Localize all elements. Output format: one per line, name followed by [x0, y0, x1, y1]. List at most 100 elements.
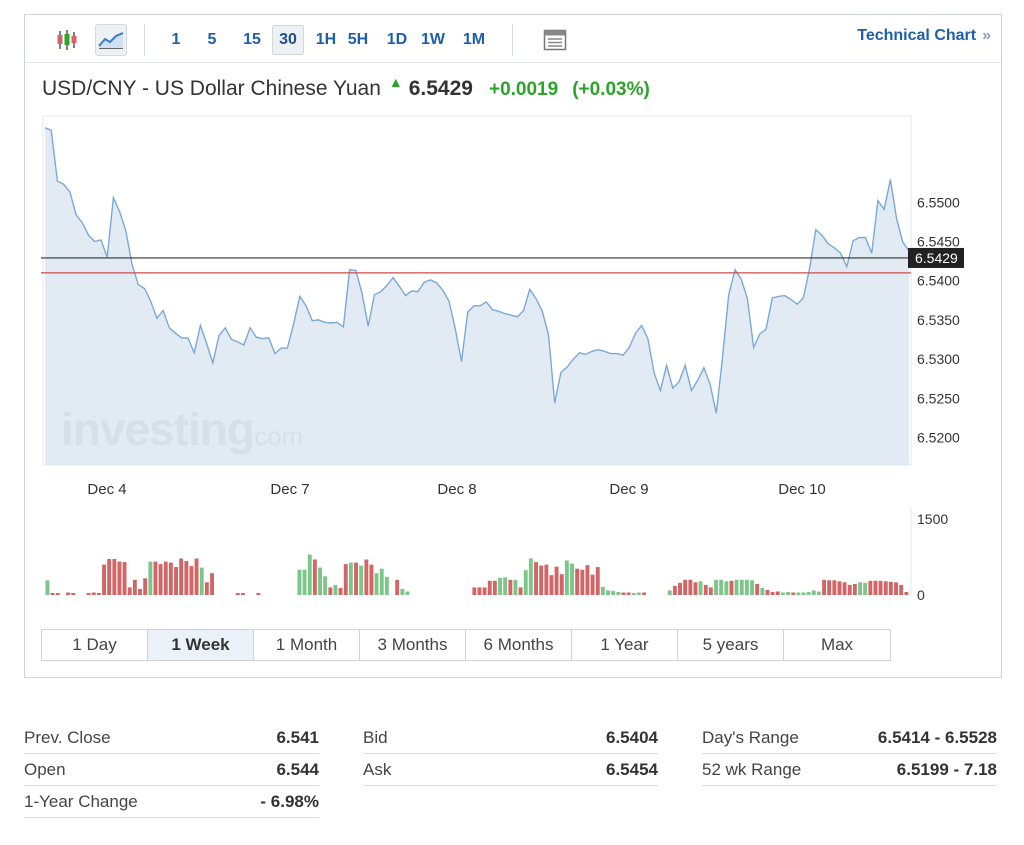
volume-bar	[189, 566, 194, 595]
volume-bar	[827, 580, 832, 595]
interval-1[interactable]: 1	[171, 31, 181, 48]
volume-bar	[600, 586, 605, 595]
volume-bar	[636, 592, 641, 595]
volume-bar	[590, 574, 595, 595]
volume-bar	[482, 587, 487, 595]
volume-bar	[50, 593, 55, 595]
volume-bar	[122, 562, 127, 595]
interval-30[interactable]: 30	[272, 25, 304, 55]
volume-bar	[132, 579, 137, 595]
volume-bar	[734, 579, 739, 595]
price-chart[interactable]: investing.com6.55006.54506.54006.53506.5…	[25, 15, 1001, 615]
chart-panel: 1 5 15 30 1H 5H 1D 1W 1M Technical Chart» USD/CN…	[24, 14, 1002, 678]
volume-bar	[811, 590, 816, 595]
up-arrow-icon: ▲	[388, 74, 403, 90]
period-tab-1-week[interactable]: 1 Week	[148, 630, 254, 660]
volume-bar	[359, 565, 364, 595]
volume-bar	[312, 559, 317, 595]
volume-bar	[71, 593, 76, 595]
volume-tick-label: 1500	[917, 511, 948, 527]
volume-bar	[498, 577, 502, 595]
volume-bar	[842, 582, 847, 595]
volume-bar	[796, 592, 801, 595]
volume-bar	[518, 587, 523, 595]
y-tick-label: 6.5200	[917, 430, 960, 446]
volume-bar	[606, 590, 610, 595]
volume-bar	[595, 567, 600, 595]
volume-bar	[549, 575, 554, 595]
volume-bar	[868, 580, 873, 595]
volume-bar	[86, 593, 91, 595]
candlestick-icon[interactable]	[51, 24, 83, 56]
stat-label: Ask	[363, 760, 392, 779]
technical-chart-link[interactable]: Technical Chart »	[857, 27, 991, 45]
period-tab-1-day[interactable]: 1 Day	[42, 630, 148, 660]
volume-bar	[729, 580, 734, 595]
stat-row: Day's Range 6.5414 - 6.5528	[702, 722, 997, 754]
volume-bar	[523, 570, 528, 595]
table-icon[interactable]	[539, 24, 571, 56]
y-tick-label: 6.5400	[917, 273, 960, 289]
interval-5[interactable]: 5	[207, 31, 217, 48]
stats-column: Bid 6.5404 Ask 6.5454	[363, 722, 658, 786]
stat-label: Prev. Close	[24, 728, 111, 747]
volume-bar	[210, 573, 214, 595]
interval-1d[interactable]: 1D	[386, 31, 408, 48]
interval-1w[interactable]: 1W	[421, 31, 445, 48]
period-tab-1-year[interactable]: 1 Year	[572, 630, 678, 660]
volume-bar	[755, 583, 760, 595]
volume-bar	[554, 566, 559, 595]
y-tick-label: 6.5300	[917, 351, 960, 367]
volume-bar	[492, 580, 497, 595]
interval-15[interactable]: 15	[243, 31, 261, 48]
volume-bar	[693, 582, 698, 595]
period-tab-3-months[interactable]: 3 Months	[360, 630, 466, 660]
x-tick-label: Dec 10	[778, 481, 826, 498]
volume-bar	[847, 584, 852, 595]
price-area	[45, 127, 909, 466]
volume-bar	[873, 580, 878, 595]
volume-bar	[158, 564, 163, 595]
stats-column: Prev. Close 6.541 Open 6.544 1-Year Change - …	[24, 722, 319, 818]
volume-bar	[708, 587, 713, 595]
period-tab-max[interactable]: Max	[820, 635, 854, 654]
volume-bar	[837, 581, 842, 595]
volume-bar	[66, 592, 70, 595]
period-tab-5-years[interactable]: 5 years	[678, 630, 784, 660]
volume-bar	[199, 567, 204, 595]
quote-header: USD/CNY - US Dollar Chinese Yuan ▲ 6.542…	[42, 74, 664, 107]
volume-bar	[631, 593, 636, 595]
volume-bar	[328, 587, 333, 595]
volume-bar	[400, 588, 405, 595]
volume-tick-label: 0	[917, 587, 925, 603]
y-tick-label: 6.5450	[917, 233, 960, 249]
stat-label: Day's Range	[702, 728, 799, 747]
x-tick-label: Dec 9	[609, 481, 648, 498]
stat-row: Open 6.544	[24, 754, 319, 786]
period-tab-1-month[interactable]: 1 Month	[254, 630, 360, 660]
volume-bar	[96, 593, 101, 595]
volume-bar	[503, 577, 508, 595]
volume-bar	[508, 579, 513, 595]
volume-bar	[528, 558, 533, 595]
volume-bar	[91, 592, 96, 595]
volume-bar	[580, 569, 585, 595]
volume-bar	[698, 581, 703, 595]
price-change: +0.0019	[488, 79, 559, 100]
volume-bar	[168, 562, 173, 595]
volume-bar	[343, 564, 348, 595]
volume-bar	[143, 578, 148, 595]
stat-value: 6.5454	[606, 760, 658, 779]
period-tab-6-months[interactable]: 6 Months	[466, 630, 572, 660]
toolbar-divider	[144, 24, 145, 56]
volume-bar	[559, 574, 564, 595]
volume-bar	[539, 565, 544, 595]
toolbar-divider	[512, 24, 513, 56]
interval-5h[interactable]: 5H	[347, 31, 369, 48]
interval-1m[interactable]: 1M	[462, 31, 486, 48]
volume-bar	[477, 587, 482, 595]
interval-1h[interactable]: 1H	[315, 31, 337, 48]
area-chart-icon[interactable]	[95, 24, 127, 56]
volume-bar	[678, 582, 682, 595]
volume-bar	[888, 581, 893, 595]
